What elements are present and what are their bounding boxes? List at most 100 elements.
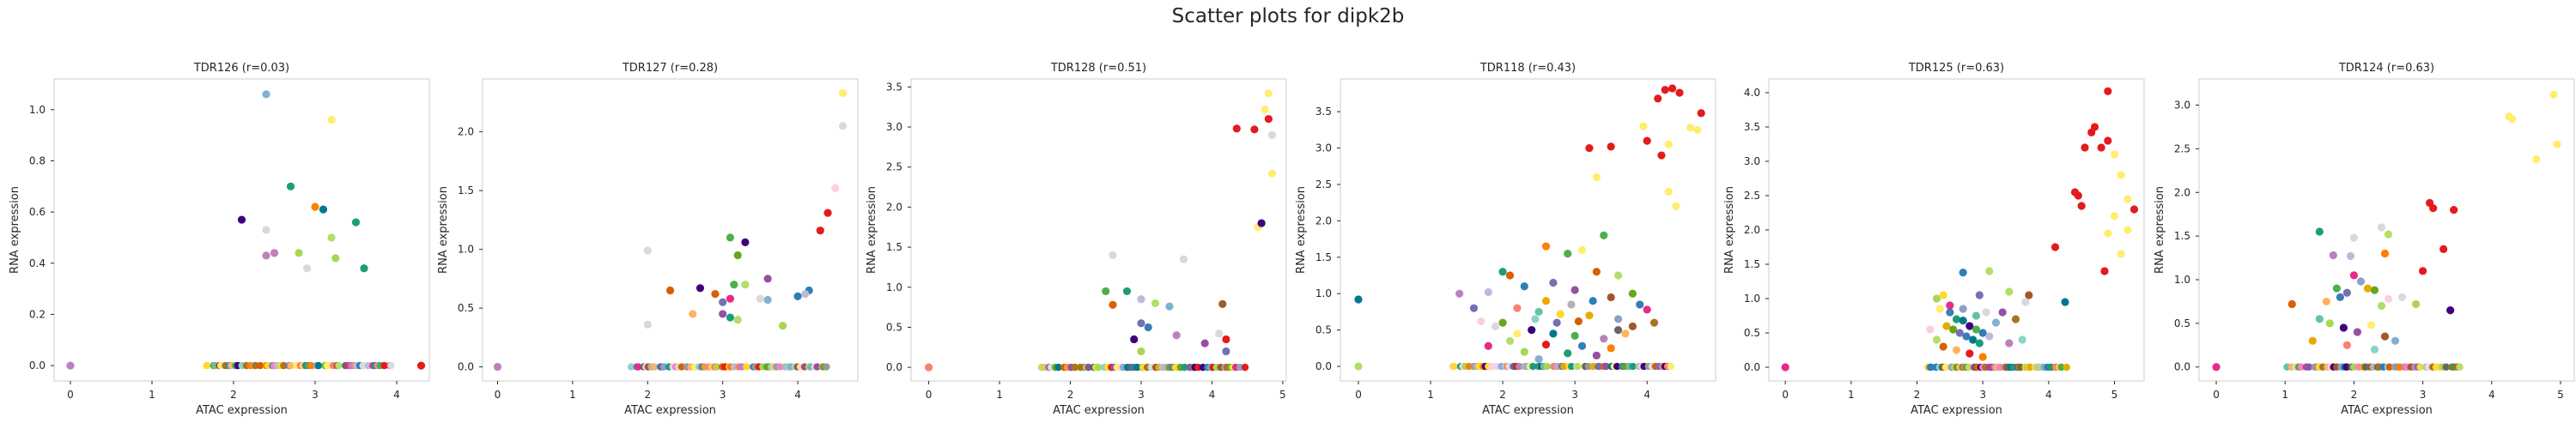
data-point [1781,363,1789,372]
data-point [1122,287,1132,296]
data-point [1264,115,1273,124]
data-point [1200,339,1209,347]
data-point [1965,322,1974,330]
data-point [2061,298,2069,306]
data-point [1354,362,1363,371]
data-point [1693,125,1702,134]
data-point [1941,363,1950,372]
data-point [1672,202,1680,211]
y-tick-label: 3.0 [2174,100,2190,112]
data-point [1613,326,1623,335]
y-tick-label: 0.0 [1315,360,1332,372]
data-point [1165,302,1174,311]
x-tick-label: 0 [1782,389,1789,401]
x-tick-label: 5 [2111,389,2118,401]
data-point [643,320,652,329]
data-point [696,284,705,293]
data-point [2456,363,2464,371]
data-point [1978,329,1987,337]
data-point [1054,363,1062,372]
data-point [2081,143,2089,152]
data-point [1215,329,1224,338]
x-tick-label: 1 [996,389,1003,401]
x-tick-label: 3 [1138,389,1145,401]
y-tick-label: 0.0 [886,361,902,373]
y-tick-label: 2.0 [886,201,902,213]
data-point [719,310,727,318]
data-point [1971,311,1981,320]
data-point [1257,219,1266,227]
data-point [776,363,784,371]
data-point [327,116,336,124]
data-point [1982,308,1990,317]
data-point [2117,171,2125,179]
data-point [651,363,659,371]
data-point [2104,87,2112,95]
data-point [1541,242,1551,251]
data-point [1607,293,1615,302]
data-point [1697,109,1705,118]
data-point [2322,297,2330,306]
data-point [1592,351,1601,360]
data-point [1664,187,1673,196]
panel-title: TDR125 (r=0.63) [1908,62,2004,75]
x-tick-label: 2 [1914,389,1921,401]
panel-title: TDR127 (r=0.28) [622,62,718,75]
data-point [1657,151,1666,160]
data-point [1267,130,1277,139]
data-point [1222,347,1230,356]
data-point [1927,363,1935,372]
data-point [1649,318,1659,327]
data-point [2308,336,2317,345]
data-point [2110,212,2119,221]
data-point [1589,362,1597,371]
data-point [302,264,312,273]
panel-title: TDR118 (r=0.43) [1479,62,1576,75]
data-point [1613,362,1621,371]
x-tick-label: 0 [67,389,74,401]
data-point [1564,249,1572,258]
data-point [711,290,720,299]
y-axis-label: RNA expression [1295,186,1308,274]
data-point [726,313,735,322]
data-point [1571,286,1579,294]
data-point [1567,300,1576,309]
y-tick-label: 1.5 [886,241,902,253]
y-axis-label: RNA expression [437,186,450,274]
data-point [1520,347,1528,356]
data-point [262,226,270,234]
data-point [756,294,764,303]
data-point [1952,346,1961,354]
data-point [1505,271,1515,280]
y-tick-label: 0.2 [29,308,46,320]
data-point [1241,363,1249,372]
data-point [2297,363,2306,371]
y-tick-label: 2.0 [1315,214,1332,227]
data-point [2123,226,2132,234]
data-point [1607,344,1615,353]
data-point [359,361,367,370]
data-point [1971,325,1981,334]
plot-area [910,78,1287,382]
data-point [627,363,635,371]
x-tick-label: 4 [2488,389,2495,401]
y-tick-label: 2.0 [2174,186,2190,198]
data-point [1585,143,1594,153]
data-point [1484,287,1492,297]
data-point [1556,310,1564,318]
data-point [2416,363,2424,371]
data-point [1675,88,1684,97]
data-point [1942,322,1951,330]
data-point [2342,288,2351,297]
data-point [2380,249,2390,258]
scatter-panel-5: TDR125 (r=0.63) 0 1 2 3 4 5 0.0 0.5 1.0 1.5 2.0 2.5 3… [1723,62,2145,417]
data-point [1592,172,1601,182]
data-point [1589,297,1597,305]
y-tick-label: 3.5 [1744,121,1760,133]
data-point [387,361,395,370]
data-point [1959,317,1967,325]
data-point [2380,332,2390,341]
data-point [1498,268,1507,276]
data-point [1534,307,1543,317]
y-tick-label: 1.0 [1315,287,1332,299]
